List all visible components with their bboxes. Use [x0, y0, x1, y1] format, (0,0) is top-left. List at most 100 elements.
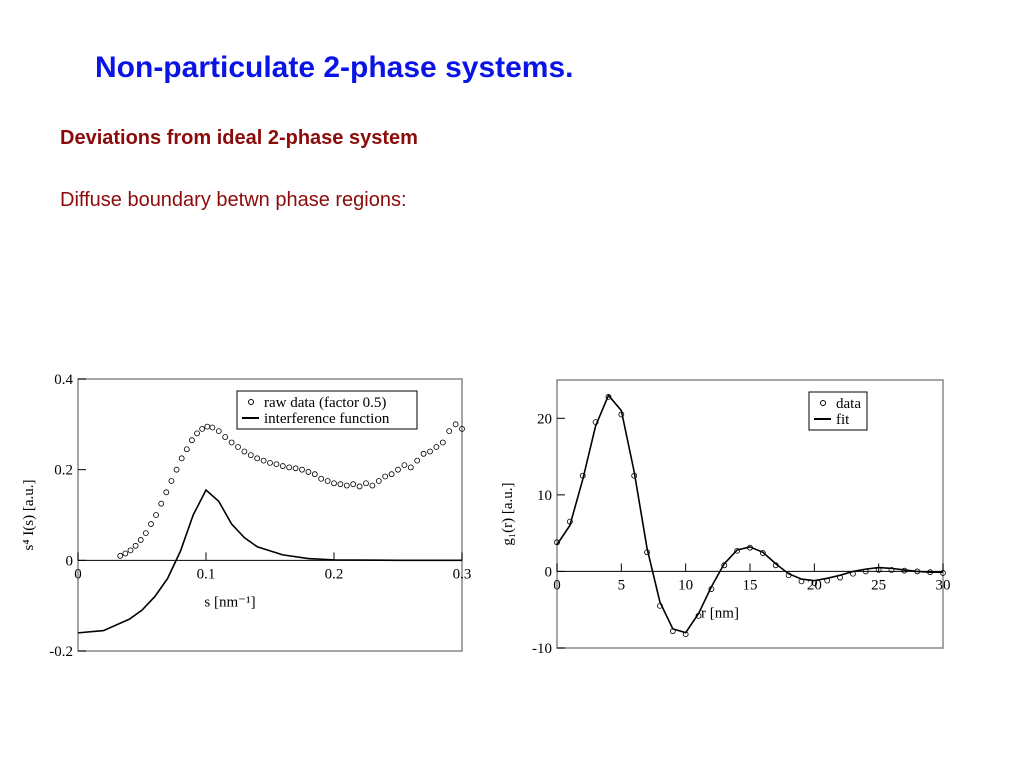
heading: Deviations from ideal 2-phase system: [60, 127, 418, 149]
data-point: [439, 439, 446, 446]
x-tick-label: 5: [618, 577, 626, 593]
data-point: [241, 448, 248, 455]
data-point: [194, 430, 200, 437]
data-point: [401, 462, 408, 469]
data-point: [343, 482, 350, 489]
legend-marker: [820, 400, 826, 406]
data-point: [127, 547, 134, 554]
data-point: [420, 450, 427, 457]
data-point: [305, 469, 312, 475]
data-point: [369, 482, 376, 489]
x-tick-label: 0: [553, 577, 561, 593]
data-point: [459, 425, 465, 432]
data-point: [324, 478, 331, 484]
legend-box: [236, 390, 418, 430]
y-tick-label: 0.2: [54, 463, 73, 479]
data-point: [168, 478, 175, 484]
data-point: [267, 459, 273, 466]
data-point: [228, 439, 235, 446]
data-point: [142, 530, 149, 537]
data-point: [183, 446, 190, 453]
data-point: [337, 481, 344, 488]
legend-label: data: [836, 396, 861, 412]
data-point: [350, 481, 357, 488]
data-point: [222, 434, 229, 440]
data-point: [204, 423, 211, 430]
y-axis-label: s⁴ I(s) [a.u.]: [21, 479, 37, 550]
data-point: [759, 550, 766, 556]
data-line: [556, 393, 943, 634]
data-point: [235, 444, 241, 450]
data-point: [209, 424, 216, 431]
y-tick-label: -0.2: [49, 644, 73, 660]
data-point: [158, 500, 165, 507]
data-point: [299, 466, 305, 473]
data-point: [199, 425, 206, 432]
data-point: [888, 566, 895, 573]
x-tick-label: 30: [936, 577, 951, 593]
y-tick-label: -10: [532, 641, 552, 657]
data-point: [427, 448, 433, 455]
data-point: [137, 537, 144, 543]
y-tick-label: 20: [537, 411, 552, 427]
legend-label: fit: [836, 412, 850, 428]
data-point: [356, 483, 363, 490]
data-point: [254, 455, 261, 462]
y-axis-label: g₁(r) [a.u.]: [500, 482, 516, 545]
data-point: [414, 457, 421, 464]
y-tick-label: 0: [66, 553, 74, 569]
data-point: [452, 421, 459, 428]
data-point: [407, 464, 414, 471]
plot-frame: [556, 379, 944, 649]
data-point: [433, 444, 440, 450]
x-tick-label: 10: [678, 577, 693, 593]
data-point: [375, 478, 382, 484]
legend-box: [808, 391, 868, 431]
data-point: [273, 461, 280, 468]
data-line: [77, 488, 462, 634]
data-point: [163, 489, 170, 496]
x-tick-label: 25: [871, 577, 886, 593]
data-point: [247, 452, 254, 459]
data-point: [132, 542, 139, 549]
data-point: [122, 550, 129, 557]
data-point: [331, 480, 337, 487]
plot-frame: [77, 378, 463, 652]
data-point: [318, 475, 325, 482]
x-tick-label: 0.3: [453, 566, 472, 582]
x-tick-label: 0: [74, 566, 82, 582]
legend-marker: [248, 399, 254, 405]
y-tick-label: 0: [545, 564, 553, 580]
data-point: [153, 512, 159, 518]
data-point: [173, 466, 180, 473]
data-point: [292, 465, 299, 472]
x-tick-label: 15: [743, 577, 758, 593]
data-point: [363, 480, 369, 487]
data-point: [395, 466, 401, 473]
data-point: [260, 457, 267, 464]
x-axis-label: r [nm]: [701, 605, 739, 621]
data-point: [388, 471, 395, 478]
data-point: [189, 437, 195, 444]
chart: 0 0.1 0.2 0.3 -0.2 0 0.2 0.4 s [nm⁻¹] s⁴ I(s) [a.…: [21, 372, 471, 660]
data-point: [178, 455, 185, 462]
data-point: [382, 473, 389, 480]
data-point: [446, 428, 453, 435]
body-text: Diffuse boundary betwn phase regions:: [60, 189, 407, 211]
x-axis-label: s [nm⁻¹]: [204, 594, 255, 610]
y-tick-label: 0.4: [54, 372, 73, 388]
data-point: [215, 428, 222, 435]
y-tick-label: 10: [537, 488, 552, 504]
data-point: [279, 463, 286, 469]
legend-label: raw data (factor 0.5): [264, 395, 386, 411]
legend-label: interference function: [264, 411, 390, 427]
data-point: [117, 552, 124, 559]
data-point: [286, 464, 293, 471]
data-point: [734, 547, 741, 554]
slide-title: Non-particulate 2-phase systems.: [95, 51, 574, 84]
data-point: [148, 521, 154, 527]
data-point: [311, 471, 318, 478]
